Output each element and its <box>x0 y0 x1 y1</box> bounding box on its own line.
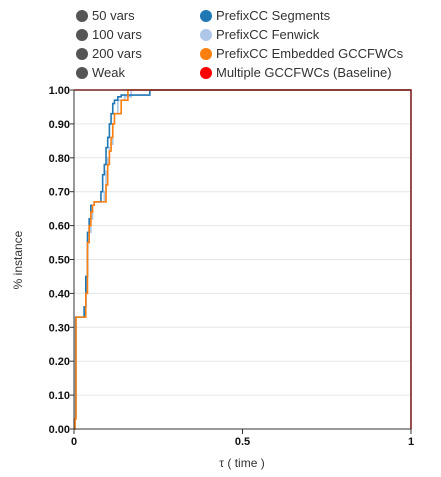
y-tick-label: 0.80 <box>49 153 70 165</box>
legend: 50 vars 100 vars 200 vars Weak PrefixCC … <box>0 0 441 90</box>
legend-dot <box>76 47 88 60</box>
y-axis-ticks: 0.00 0.10 0.20 0.30 0.40 0.50 0.60 0.70 0.80 0.90… <box>49 85 74 436</box>
legend-label: 50 vars <box>92 8 135 23</box>
series-line-prefixcc-segments <box>73 89 411 430</box>
legend-item-prefixcc-embedded-gccfwcs[interactable]: PrefixCC Embedded GCCFWCs <box>200 46 403 61</box>
legend-dot <box>200 66 212 79</box>
legend-item-100-vars[interactable]: 100 vars <box>76 27 142 42</box>
legend-dot <box>76 28 88 41</box>
y-tick-label: 0.50 <box>49 255 70 267</box>
legend-item-200-vars[interactable]: 200 vars <box>76 46 142 61</box>
x-tick-label: 0.5 <box>235 436 250 448</box>
y-tick-label: 0.20 <box>49 356 70 368</box>
x-tick-label: 0 <box>71 436 77 448</box>
legend-item-multiple-gccfwcs-baseline[interactable]: Multiple GCCFWCs (Baseline) <box>200 65 392 80</box>
legend-dot <box>76 66 88 79</box>
grid <box>74 89 411 430</box>
legend-label: Weak <box>92 65 125 80</box>
legend-item-weak[interactable]: Weak <box>76 65 125 80</box>
series-line-prefixcc-embedded-gccfwcs <box>74 89 411 430</box>
legend-label: PrefixCC Segments <box>216 8 331 23</box>
legend-dot <box>76 9 88 22</box>
y-tick-label: 0.30 <box>49 322 70 334</box>
y-axis-label: % instance <box>11 230 25 289</box>
legend-dot <box>200 9 212 22</box>
y-tick-label: 0.70 <box>49 187 70 199</box>
y-tick-label: 0.00 <box>49 424 70 436</box>
y-tick-label: 0.90 <box>49 119 70 131</box>
y-tick-label: 0.10 <box>49 390 70 402</box>
y-tick-label: 0.60 <box>49 221 70 233</box>
plot-frame <box>73 89 412 430</box>
x-axis-label: τ ( time ) <box>219 456 264 470</box>
x-tick-label: 1 <box>408 436 414 448</box>
legend-label: 100 vars <box>92 27 142 42</box>
legend-item-50-vars[interactable]: 50 vars <box>76 8 135 23</box>
legend-label: Multiple GCCFWCs (Baseline) <box>216 65 392 80</box>
legend-dot <box>200 47 212 60</box>
legend-label: 200 vars <box>92 46 142 61</box>
y-tick-label: 1.00 <box>49 85 70 97</box>
y-tick-label: 0.40 <box>49 288 70 300</box>
x-axis-ticks: 0 0.5 1 <box>71 429 414 448</box>
legend-item-prefixcc-segments[interactable]: PrefixCC Segments <box>200 8 330 23</box>
legend-label: PrefixCC Embedded GCCFWCs <box>216 46 404 61</box>
legend-label: PrefixCC Fenwick <box>216 27 320 42</box>
legend-dot <box>200 28 212 41</box>
legend-item-prefixcc-fenwick[interactable]: PrefixCC Fenwick <box>200 27 319 42</box>
